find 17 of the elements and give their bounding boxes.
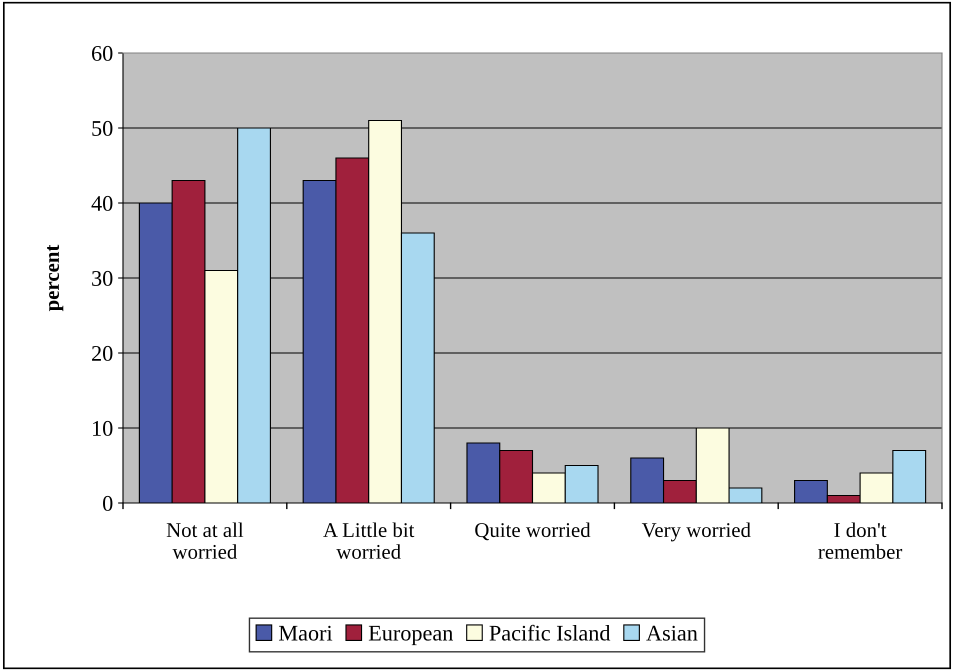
x-tick-label: A Little bit worried [323,522,414,559]
x-tick-label: Quite worried [475,522,590,540]
x-tick-label: Not at all worried [166,522,244,559]
legend-label: European [368,626,454,646]
legend-label: Maori [278,626,332,641]
legend-label: Asian [646,626,698,641]
y-tick-label: 10 [93,420,112,436]
x-tick-label: I don't remember [818,522,902,559]
y-tick-label: 50 [92,120,112,136]
legend-label: Pacific Island [490,624,610,641]
y-tick-label: 60 [92,46,112,61]
y-tick-label: 20 [92,346,112,361]
x-tick-label: Very worried [642,522,751,542]
y-tick-label: 40 [91,196,112,211]
y-axis-title: percent [47,244,64,312]
y-tick-label: 0 [103,496,112,511]
y-tick-label: 30 [92,270,112,286]
